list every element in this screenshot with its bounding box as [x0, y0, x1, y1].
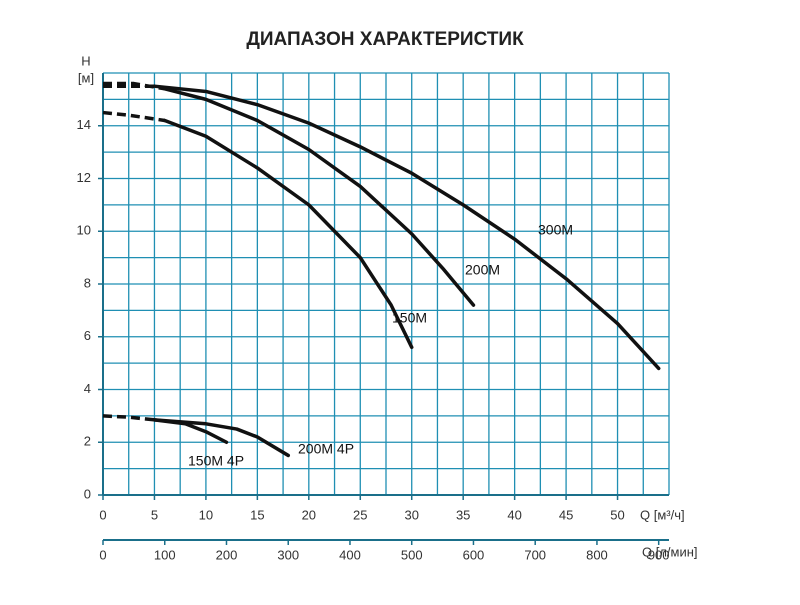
series-label: 200M [465, 262, 500, 278]
x-tick-label: 20 [302, 507, 316, 522]
curve-dashed [103, 81, 166, 91]
series-label: 300M [538, 222, 573, 238]
y-tick-label: 2 [84, 434, 91, 449]
x-tick-label: 35 [456, 507, 470, 522]
curve-dashed [102, 414, 155, 422]
curve-dashed [102, 110, 165, 123]
curve [152, 418, 290, 458]
x-axis-label: Q [м³/ч] [640, 507, 685, 522]
y-tick-label: 4 [84, 381, 91, 396]
y-tick-label: 12 [77, 170, 91, 185]
curve [162, 87, 476, 307]
curve [152, 418, 229, 444]
x-tick-label: 50 [610, 507, 624, 522]
x-tick-label: 40 [507, 507, 521, 522]
x-tick-label: 30 [404, 507, 418, 522]
series-label: 150M [392, 310, 427, 326]
x2-tick-label: 500 [401, 547, 423, 562]
x2-tick-label: 900 [648, 547, 670, 562]
x-tick-label: 25 [353, 507, 367, 522]
y-tick-label: 14 [77, 117, 91, 132]
x2-tick-label: 400 [339, 547, 361, 562]
series-label: 200M 4P [298, 441, 354, 457]
x2-axis-label: Q [л/мин] [642, 544, 698, 559]
x-tick-label: 10 [199, 507, 213, 522]
series-label: 150M 4P [188, 453, 244, 469]
y-tick-label: 0 [84, 486, 91, 501]
x2-tick-label: 800 [586, 547, 608, 562]
y-axis-label: H [81, 53, 90, 68]
y-tick-label: 10 [77, 223, 91, 238]
curve [152, 84, 661, 371]
x2-tick-label: 300 [277, 547, 299, 562]
x2-tick-label: 100 [154, 547, 176, 562]
curve [162, 118, 414, 350]
x2-tick-label: 200 [216, 547, 238, 562]
x-tick-label: 45 [559, 507, 573, 522]
y-tick-label: 6 [84, 328, 91, 343]
x2-tick-label: 600 [463, 547, 485, 562]
y-axis-unit: [м] [78, 70, 94, 85]
x-tick-label: 5 [151, 507, 158, 522]
chart-title: ДИАПАЗОН ХАРАКТЕРИСТИК [246, 29, 524, 50]
x-tick-label: 0 [99, 507, 106, 522]
y-tick-label: 8 [84, 275, 91, 290]
x2-tick-label: 0 [99, 547, 106, 562]
x2-tick-label: 700 [524, 547, 546, 562]
x-tick-label: 15 [250, 507, 264, 522]
